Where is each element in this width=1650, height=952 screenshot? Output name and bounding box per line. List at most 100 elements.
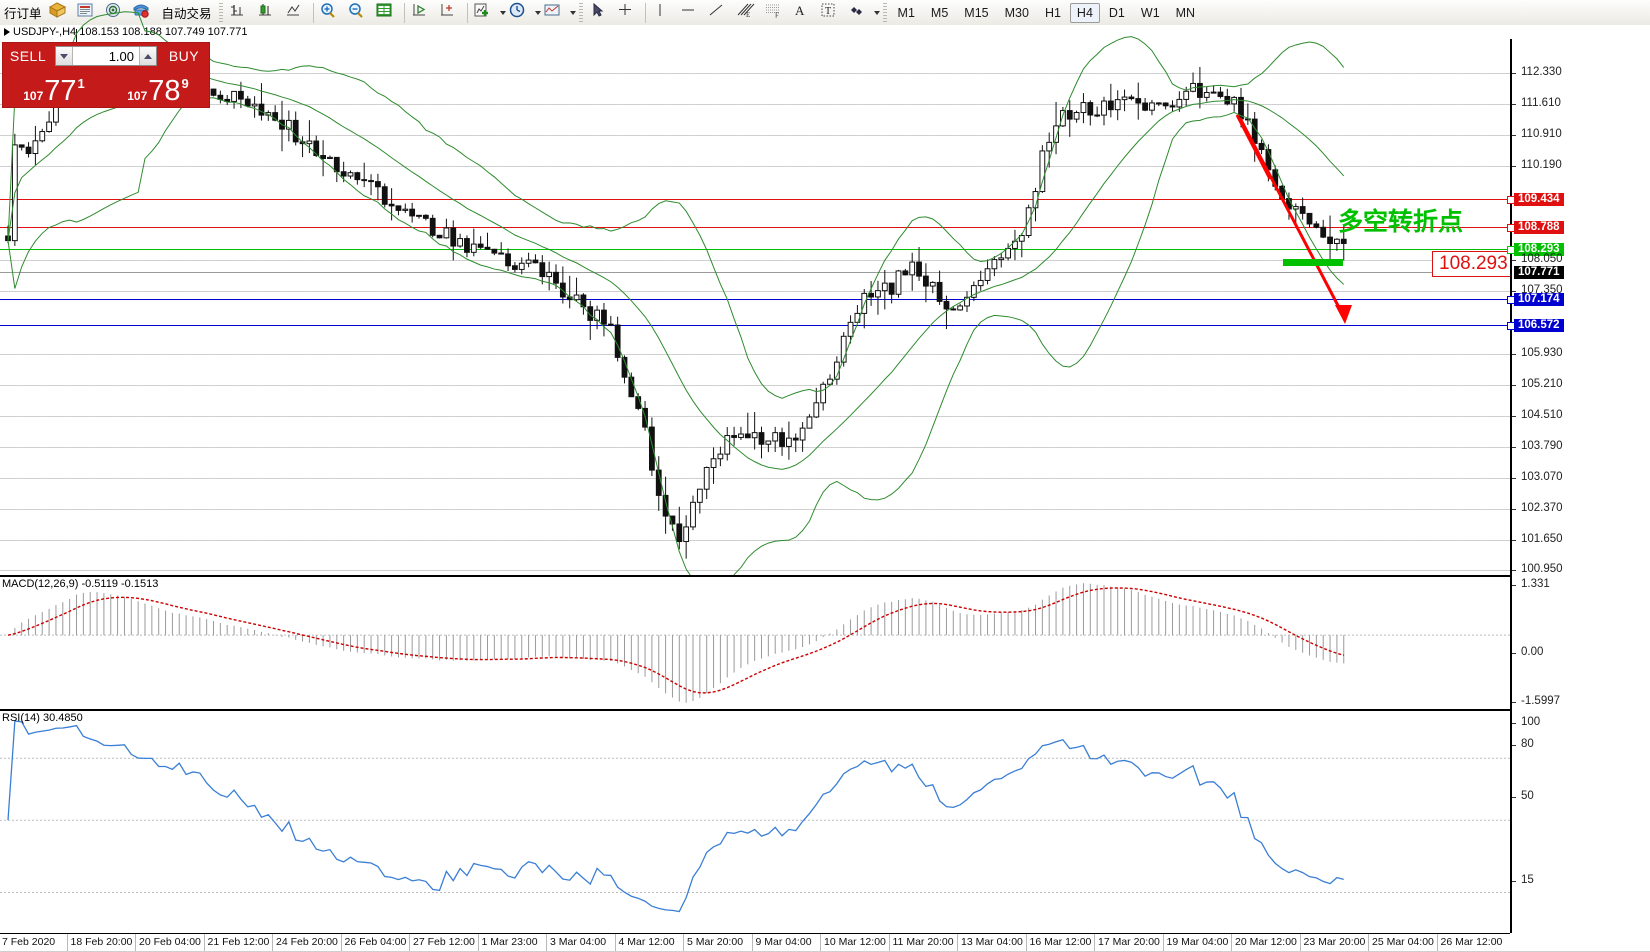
collapse-arrow-icon[interactable] — [4, 28, 10, 37]
timeframe-h4[interactable]: H4 — [1069, 2, 1100, 23]
timeframe-m15[interactable]: M15 — [964, 5, 989, 20]
price-tick-label: 103.790 — [1521, 440, 1563, 452]
time-separator — [683, 934, 684, 952]
timeframe-d1[interactable]: D1 — [1108, 5, 1125, 20]
timeframe-w1[interactable]: W1 — [1140, 5, 1160, 20]
bid-price-pip: 1 — [77, 76, 85, 91]
svg-text:A: A — [795, 3, 805, 18]
level-line-109-434[interactable] — [0, 199, 1510, 200]
auto-scroll-icon[interactable] — [409, 1, 435, 25]
price-level-label-108-293[interactable]: 108.293 — [1514, 243, 1564, 256]
price-level-handle[interactable] — [1507, 322, 1515, 330]
macd-label: MACD(12,26,9) -0.5119 -0.1513 — [2, 578, 159, 590]
bar-chart-icon[interactable] — [227, 1, 253, 25]
timeframe-h1[interactable]: H1 — [1044, 5, 1061, 20]
price-level-label-107-174[interactable]: 107.174 — [1514, 293, 1564, 306]
time-separator — [1436, 934, 1438, 952]
period-dropdown-caret[interactable] — [534, 10, 541, 15]
toolbar-grip[interactable] — [578, 3, 583, 22]
trendline-icon[interactable] — [706, 1, 732, 25]
symbol-info-bar: USDJPY-,H4 108.153 108.188 107.749 107.7… — [0, 26, 1650, 39]
time-scale[interactable]: 7 Feb 2020 18 Feb 20:00 20 Feb 04:00 21 Feb… — [0, 933, 1510, 952]
new-order-icon[interactable] — [47, 1, 73, 25]
price-level-handle[interactable] — [1507, 224, 1515, 232]
level-line-107-174[interactable] — [0, 299, 1510, 300]
crosshair-icon[interactable] — [615, 1, 641, 25]
bid-price[interactable]: 107 77 1 — [3, 69, 107, 106]
lot-increment-button[interactable] — [139, 47, 156, 65]
shapes-dropdown-caret[interactable] — [873, 10, 880, 15]
price-level-handle[interactable] — [1507, 246, 1515, 254]
time-separator — [340, 934, 342, 952]
shapes-icon[interactable] — [846, 1, 872, 25]
price-level-handle[interactable] — [1507, 196, 1515, 204]
trend-turning-point-annotation[interactable]: 多空转折点 — [1338, 207, 1464, 236]
toolbar-grip[interactable] — [882, 3, 887, 22]
vertical-line-icon[interactable] — [650, 1, 676, 25]
zoom-out-icon[interactable] — [346, 1, 372, 25]
time-tick-label: 20 Feb 04:00 — [139, 936, 201, 948]
lot-decrement-button[interactable] — [56, 47, 73, 65]
cursor-icon[interactable] — [587, 1, 613, 25]
fibonacci-icon[interactable]: F — [762, 1, 788, 25]
one-click-price-row: 107 77 1 107 78 9 — [3, 69, 209, 106]
gridline — [0, 570, 1510, 571]
text-icon[interactable]: A — [790, 1, 816, 25]
toolbar-orders-label[interactable]: 行订单 — [4, 7, 42, 21]
templates-icon[interactable] — [542, 1, 568, 25]
level-line-106-572[interactable] — [0, 325, 1510, 326]
gridline — [0, 354, 1510, 355]
one-click-top-row[interactable]: SELL 1.00 BUY — [3, 43, 209, 69]
buy-button[interactable]: BUY — [168, 48, 200, 64]
level-line-108-788[interactable] — [0, 227, 1510, 228]
period-icon[interactable] — [507, 1, 533, 25]
line-chart-icon[interactable] — [283, 1, 309, 25]
timeframe-m5[interactable]: M5 — [930, 5, 949, 20]
price-level-label-108-788[interactable]: 108.788 — [1514, 221, 1564, 234]
lot-size-stepper[interactable]: 1.00 — [55, 46, 157, 66]
price-scale[interactable]: 112.330 111.610 110.910 110.190 109.434 108.7… — [1507, 39, 1650, 933]
time-separator — [203, 934, 205, 952]
time-separator — [820, 934, 821, 952]
signals-icon[interactable] — [103, 1, 129, 25]
price-callout-label[interactable]: 108.293 — [1432, 251, 1515, 277]
indicators-dropdown-caret[interactable] — [499, 10, 506, 15]
time-separator — [409, 934, 410, 952]
one-click-trading-panel[interactable]: SELL 1.00 BUY 107 77 1 107 78 9 — [2, 42, 210, 108]
candlestick-chart-icon[interactable] — [255, 1, 281, 25]
horizontal-line-icon[interactable] — [678, 1, 704, 25]
timeframe-mn[interactable]: MN — [1175, 5, 1196, 20]
autotrading-label[interactable]: 自动交易 — [161, 7, 212, 21]
price-level-label-109-434[interactable]: 109.434 — [1514, 193, 1564, 206]
sell-button[interactable]: SELL — [9, 48, 47, 64]
ask-price[interactable]: 107 78 9 — [107, 69, 209, 106]
price-pane[interactable]: 多空转折点 108.293 — [0, 11, 1515, 589]
lot-size-value[interactable]: 1.00 — [108, 48, 134, 64]
chart-shift-icon[interactable] — [437, 1, 463, 25]
equidistant-channel-icon[interactable]: E — [734, 1, 760, 25]
chevron-down-icon — [60, 53, 68, 59]
news-icon[interactable] — [75, 1, 101, 25]
time-separator — [888, 934, 890, 952]
templates-dropdown-caret[interactable] — [569, 10, 576, 15]
text-label-icon[interactable]: T — [818, 1, 844, 25]
time-tick-label: 18 Feb 20:00 — [70, 936, 133, 948]
timeframe-m1[interactable]: M1 — [897, 5, 915, 20]
data-window-icon[interactable] — [374, 1, 400, 25]
level-line-108-293[interactable] — [0, 249, 1510, 250]
price-level-handle[interactable] — [1507, 296, 1515, 304]
level-line-107-771[interactable] — [0, 272, 1510, 273]
price-level-label-107-771[interactable]: 107.771 — [1514, 266, 1564, 279]
main-toolbar[interactable]: 行订单 自动交易 — [0, 0, 1650, 26]
time-tick-label: 17 Mar 20:00 — [1098, 936, 1160, 948]
chart-window[interactable]: USDJPY-,H4 108.153 108.188 107.749 107.7… — [0, 11, 1650, 952]
timeframe-m30[interactable]: M30 — [1004, 5, 1029, 20]
zoom-in-icon[interactable] — [318, 1, 344, 25]
indicators-icon[interactable] — [472, 1, 498, 25]
macd-pane[interactable]: MACD(12,26,9) -0.5119 -0.1513 — [0, 575, 1510, 707]
timeframe-group[interactable]: M1 M5 M15 M30 H1 H4 D1 W1 MN — [890, 2, 1204, 23]
toolbar-grip[interactable] — [218, 3, 223, 22]
rsi-pane[interactable]: RSI(14) 30.4850 — [0, 709, 1510, 935]
price-level-label-106-572[interactable]: 106.572 — [1514, 319, 1564, 332]
price-tick-label: 110.910 — [1521, 128, 1562, 140]
